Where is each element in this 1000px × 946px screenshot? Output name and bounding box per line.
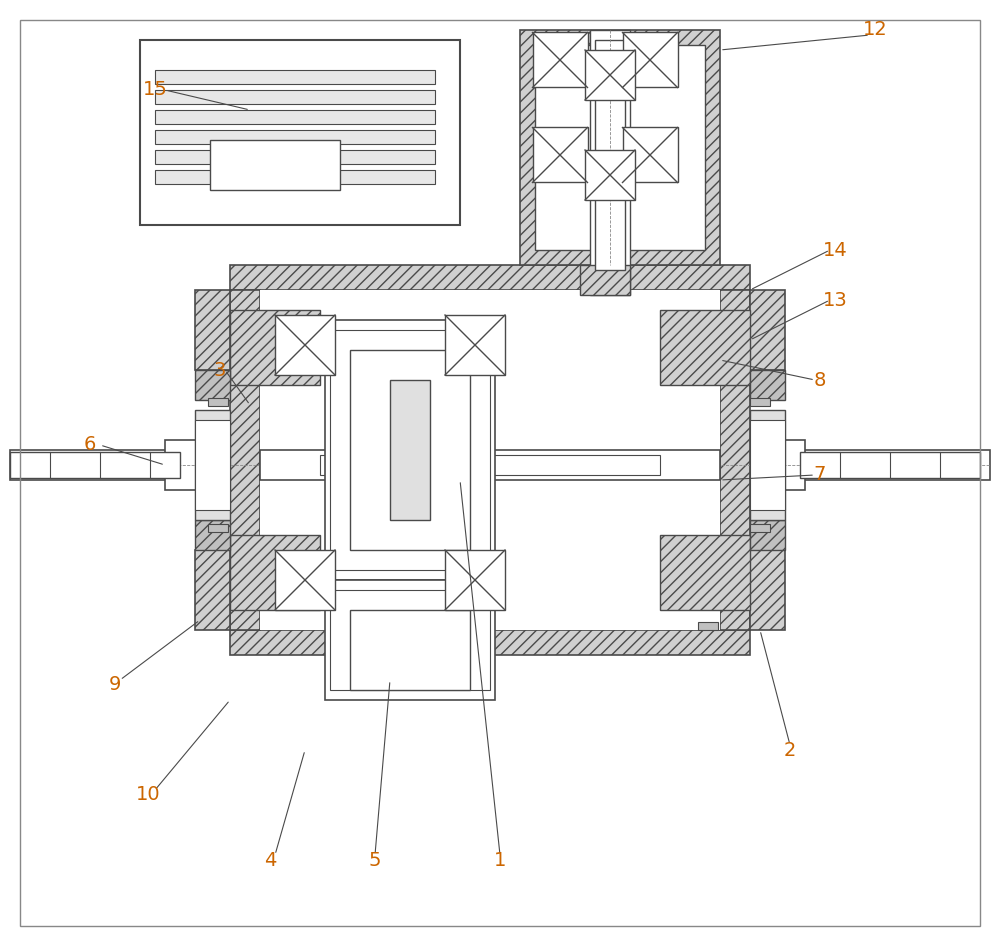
Bar <box>208 524 228 532</box>
Bar <box>165 440 200 490</box>
Bar <box>230 535 320 610</box>
Bar <box>622 32 678 87</box>
Bar <box>140 40 460 225</box>
Bar <box>275 315 335 375</box>
Bar <box>660 310 750 385</box>
Bar <box>590 30 630 295</box>
Text: 2: 2 <box>784 741 796 760</box>
Bar <box>750 398 770 406</box>
Bar <box>660 535 750 610</box>
Bar <box>195 520 230 550</box>
Bar <box>230 310 320 385</box>
Bar <box>195 370 230 400</box>
Bar <box>275 550 335 610</box>
Text: 8: 8 <box>814 371 826 390</box>
Bar <box>10 450 205 480</box>
Bar <box>532 32 588 87</box>
Text: 10: 10 <box>136 785 160 804</box>
Bar <box>195 420 230 510</box>
Bar <box>532 128 588 183</box>
Bar <box>520 30 720 265</box>
Bar <box>350 350 470 550</box>
Text: 3: 3 <box>214 360 226 379</box>
Bar <box>595 40 625 270</box>
Bar <box>350 610 470 690</box>
Text: 13: 13 <box>823 290 847 309</box>
Bar <box>445 550 505 610</box>
Bar <box>320 455 660 475</box>
Bar <box>155 170 435 184</box>
Bar <box>750 290 785 370</box>
Text: 12: 12 <box>863 21 887 40</box>
Text: 7: 7 <box>814 465 826 484</box>
Bar <box>750 370 785 400</box>
Bar <box>155 70 435 84</box>
Bar <box>750 550 785 630</box>
Bar <box>325 320 495 580</box>
Bar <box>155 110 435 124</box>
Bar <box>230 265 750 290</box>
Bar <box>535 45 705 250</box>
Text: 15: 15 <box>143 80 167 99</box>
Bar <box>195 290 230 370</box>
Bar <box>750 524 770 532</box>
Bar <box>260 290 720 630</box>
Bar <box>330 590 490 690</box>
Bar <box>720 290 750 630</box>
Bar <box>775 440 805 490</box>
Bar <box>208 398 228 406</box>
Bar <box>260 450 720 480</box>
Bar <box>155 130 435 144</box>
Bar <box>800 452 980 478</box>
Bar <box>195 410 230 520</box>
Bar <box>195 550 230 630</box>
Text: 5: 5 <box>369 850 381 869</box>
Bar <box>698 622 718 630</box>
Bar <box>445 315 505 375</box>
Bar <box>750 520 785 550</box>
Text: 14: 14 <box>823 240 847 259</box>
Bar <box>585 50 635 100</box>
Bar <box>230 630 750 655</box>
Bar <box>10 452 180 478</box>
Bar <box>750 410 785 520</box>
Bar <box>585 150 635 200</box>
Bar <box>155 90 435 104</box>
Bar <box>210 140 340 190</box>
Bar <box>325 580 495 700</box>
Bar <box>622 128 678 183</box>
Text: 9: 9 <box>109 675 121 694</box>
Text: 6: 6 <box>84 435 96 454</box>
Text: 1: 1 <box>494 850 506 869</box>
Bar <box>330 330 490 570</box>
Bar <box>580 265 630 295</box>
Bar <box>750 420 785 510</box>
Bar <box>390 380 430 520</box>
Bar <box>230 290 260 630</box>
Text: 4: 4 <box>264 850 276 869</box>
Bar <box>775 450 990 480</box>
Bar <box>155 150 435 164</box>
